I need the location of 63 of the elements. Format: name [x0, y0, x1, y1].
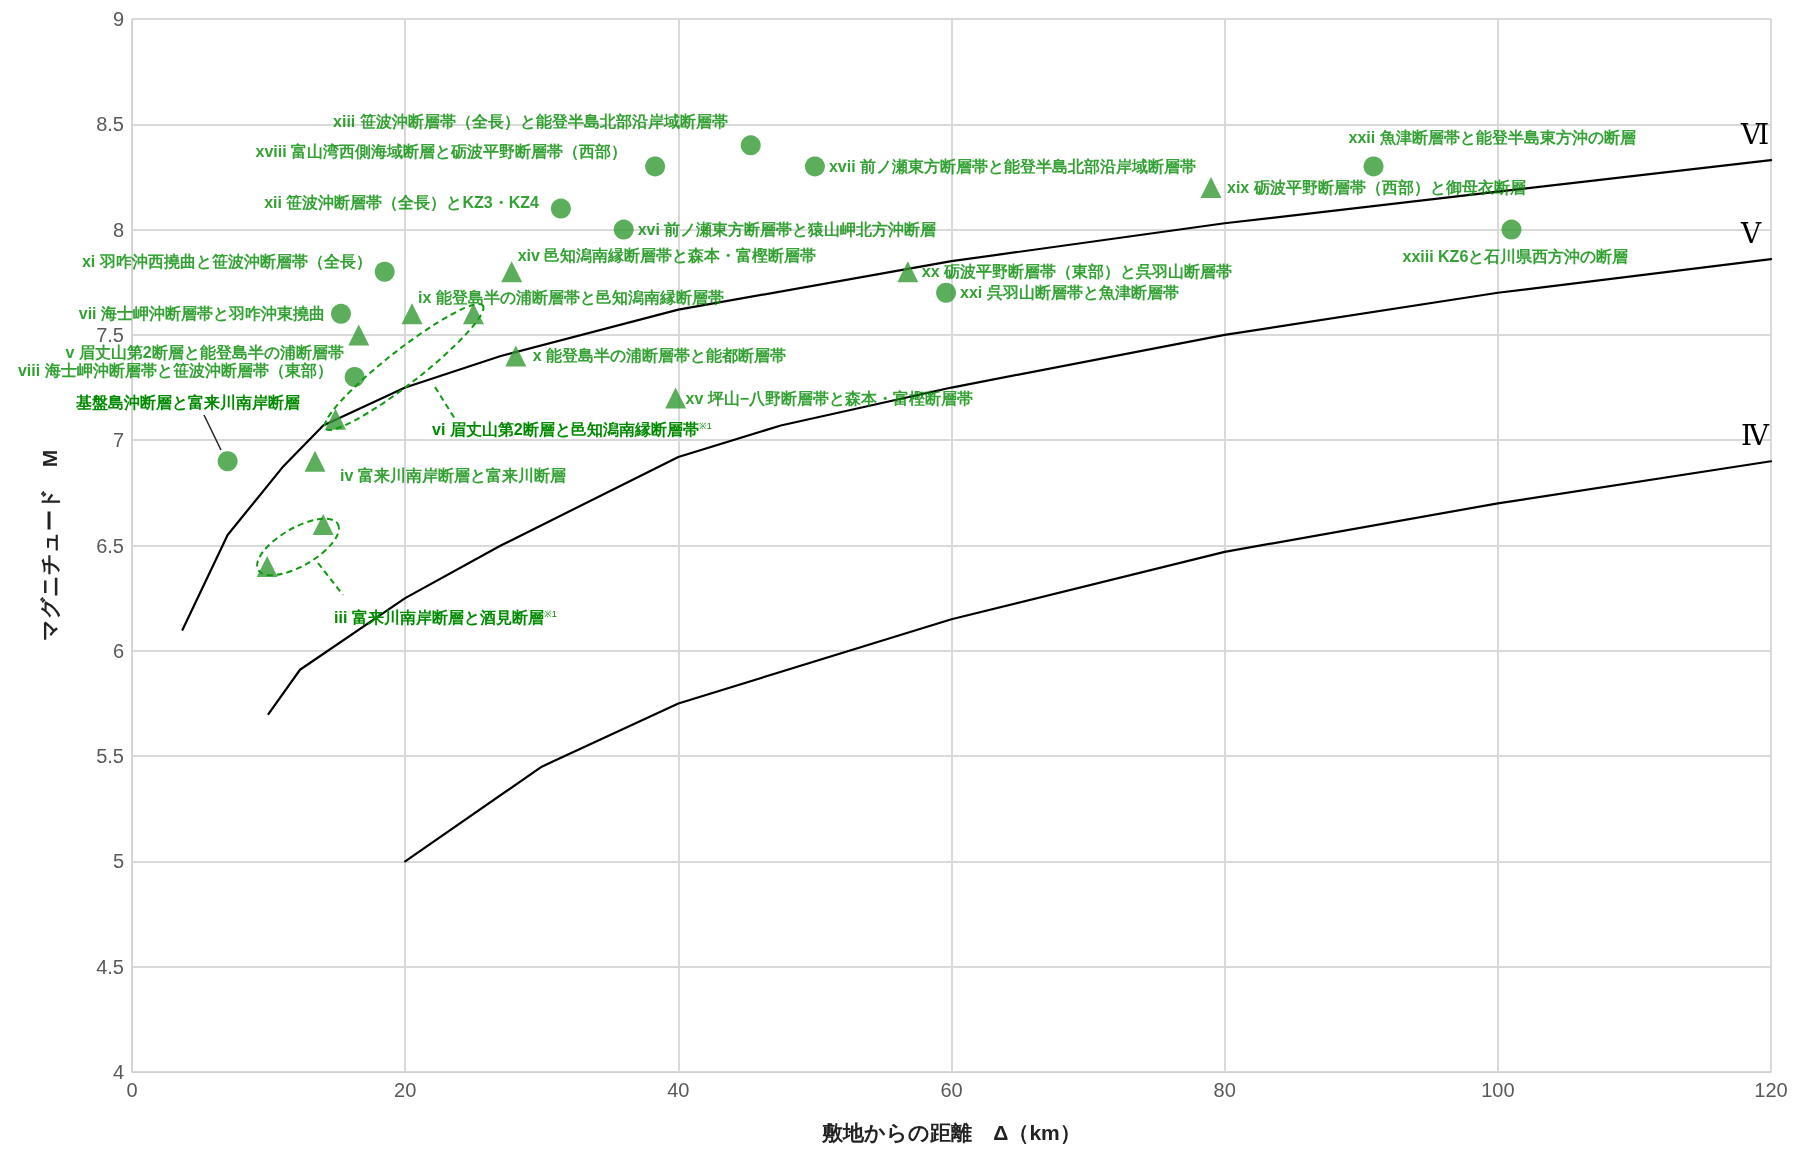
point	[348, 324, 370, 346]
x-tick-label: 100	[1481, 1079, 1515, 1101]
point	[1501, 219, 1522, 240]
y-tick-label: 8	[112, 218, 124, 241]
annotation: xvi 前ノ瀬東方断層帯と猿山岬北方沖断層	[637, 220, 937, 239]
point	[505, 345, 527, 367]
y-tick-label: 5	[112, 850, 124, 873]
y-tick-label: 4.5	[96, 955, 124, 978]
point	[501, 261, 523, 283]
annotation: xiv 邑知潟南縁断層帯と森本・富樫断層帯	[517, 246, 817, 265]
y-tick-label: 8.5	[96, 113, 124, 136]
point	[1200, 176, 1222, 198]
point	[325, 408, 347, 430]
y-tick-label: 7	[112, 429, 124, 452]
x-axis-title: 敷地からの距離 Δ（km）	[821, 1121, 1081, 1144]
x-tick-label: 80	[1213, 1079, 1236, 1101]
point	[374, 261, 395, 282]
annotation: xxiii KZ6と石川県西方沖の断層	[1402, 247, 1629, 266]
y-tick-label: 6	[112, 639, 124, 662]
annotation: x 能登島半の浦断層帯と能都断層帯	[532, 347, 787, 365]
point	[256, 556, 278, 578]
point	[740, 135, 761, 156]
point	[401, 303, 423, 325]
annotation: xi 羽咋沖西撓曲と笹波沖断層帯（全長）	[81, 253, 372, 272]
x-tick-label: 120	[1754, 1079, 1788, 1101]
point	[550, 198, 571, 219]
annotation: xvii 前ノ瀬東方断層帯と能登半島北部沿岸域断層帯	[828, 156, 1197, 175]
annotation: vii 海士岬沖断層帯と羽咋沖東撓曲	[78, 305, 325, 323]
point	[1363, 156, 1384, 177]
annotation: xxii 魚津断層帯と能登半島東方沖の断層	[1348, 127, 1636, 146]
point	[897, 261, 919, 283]
annotation: xii 笹波沖断層帯（全長）とKZ3・KZ4	[264, 194, 539, 213]
point	[804, 156, 825, 177]
y-tick-label: 4	[112, 1061, 124, 1083]
annotation: xxi 呉羽山断層帯と魚津断層帯	[960, 284, 1179, 302]
annotation: 基盤島沖断層と富来川南岸断層	[75, 392, 300, 411]
y-tick-label: 5.5	[96, 745, 124, 768]
point	[936, 282, 957, 303]
y-tick-label: 6.5	[96, 534, 124, 557]
point	[330, 303, 351, 324]
series-label: Ⅳ	[1741, 419, 1770, 451]
y-axis-title: マグニチュード M	[38, 449, 61, 642]
point	[312, 513, 334, 535]
series-label: Ⅵ	[1740, 118, 1770, 150]
point	[217, 451, 238, 472]
annotation: iv 富来川南岸断層と富来川断層	[340, 465, 566, 484]
series-label: Ⅴ	[1740, 217, 1762, 249]
annotation: v 眉丈山第2断層と能登島半の浦断層帯	[65, 344, 344, 362]
x-tick-label: 0	[126, 1079, 138, 1101]
point	[645, 156, 666, 177]
x-tick-label: 60	[940, 1079, 963, 1101]
point	[344, 367, 365, 388]
annotation: viii 海士岬沖断層帯と笹波沖断層帯（東部）	[17, 361, 333, 380]
x-tick-label: 20	[394, 1079, 417, 1101]
x-tick-label: 40	[667, 1079, 690, 1101]
annotation: xiii 笹波沖断層帯（全長）と能登半島北部沿岸域断層帯	[333, 112, 728, 131]
y-tick-label: 9	[112, 8, 124, 30]
point	[665, 387, 687, 409]
annotation: xviii 富山湾西側海域断層と砺波平野断層帯（西部）	[255, 141, 628, 161]
point	[304, 450, 326, 472]
point	[613, 219, 634, 240]
point	[462, 303, 484, 325]
annotation: xx 砺波平野断層帯（東部）と呉羽山断層帯	[921, 263, 1233, 282]
